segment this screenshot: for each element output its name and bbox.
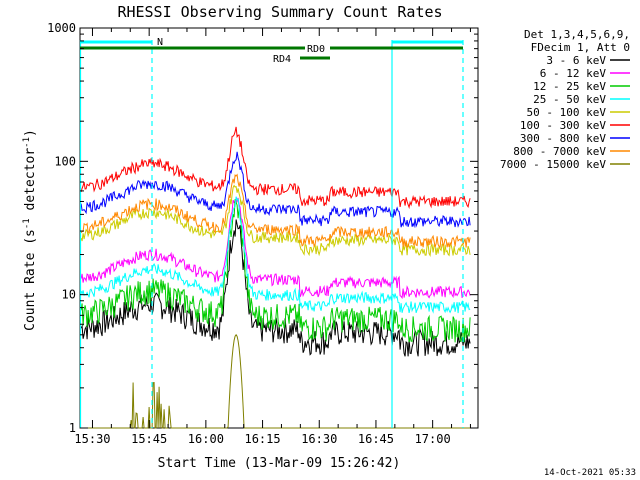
y-axis-label-mid: detector xyxy=(23,148,38,219)
y-tick-label: 100 xyxy=(54,154,76,168)
x-tick-label: 16:00 xyxy=(188,432,224,446)
legend: Det 1,3,4,5,6,9,FDecim 1, Att 03 - 6 keV… xyxy=(500,28,630,171)
legend-label: 3 - 6 keV xyxy=(546,54,606,67)
x-tick-label: 16:15 xyxy=(244,432,280,446)
rd0-label: RD0 xyxy=(307,44,325,55)
chart-title: RHESSI Observing Summary Count Rates xyxy=(117,3,442,21)
series-line-9 xyxy=(81,333,471,429)
y-tick-label: 10 xyxy=(62,288,76,302)
plot-area xyxy=(79,27,479,429)
legend-label: 12 - 25 keV xyxy=(533,80,606,93)
y-axis-label-end: ) xyxy=(23,129,38,137)
x-tick-label: 15:45 xyxy=(131,432,167,446)
x-tick-label: 17:00 xyxy=(415,432,451,446)
series-line-8 xyxy=(80,173,471,248)
series-line-7 xyxy=(80,151,471,229)
series-line-2 xyxy=(80,197,471,300)
rd4-label: RD4 xyxy=(273,54,291,65)
series-line-4 xyxy=(80,196,471,314)
axis-group: 1 10 100 1000 15:30 15:45 16:00 16:15 16:30 16:45… xyxy=(47,21,478,446)
legend-label: 100 - 300 keV xyxy=(520,119,606,132)
y-axis-label-sup2: -1 xyxy=(22,137,32,148)
legend-label: 25 - 50 keV xyxy=(533,93,606,106)
y-axis-label-main: Count Rate (s xyxy=(23,229,38,331)
x-tick-label: 15:30 xyxy=(74,432,110,446)
x-tick-label: 16:45 xyxy=(358,432,394,446)
series-line-6 xyxy=(80,126,471,210)
legend-header: FDecim 1, Att 0 xyxy=(531,41,630,54)
y-tick-label: 1000 xyxy=(47,21,76,35)
footer-timestamp: 14-Oct-2021 05:33 xyxy=(544,468,636,478)
series-line-3 xyxy=(80,198,471,343)
legend-label: 7000 - 15000 keV xyxy=(500,158,606,171)
legend-label: 50 - 100 keV xyxy=(527,106,607,119)
night-label: N xyxy=(157,37,163,48)
y-axis-label-sup1: -1 xyxy=(22,218,32,229)
y-tick-label: 1 xyxy=(69,421,76,435)
plot-frame xyxy=(79,27,479,429)
y-axis-label: Count Rate (s-1 detector-1) xyxy=(22,129,38,331)
legend-label: 300 - 800 keV xyxy=(520,132,606,145)
legend-label: 800 - 7000 keV xyxy=(513,145,606,158)
legend-label: 6 - 12 keV xyxy=(540,67,607,80)
annotation-group: N RD0 RD4 xyxy=(79,37,464,428)
x-axis-label: Start Time (13-Mar-09 15:26:42) xyxy=(158,456,401,471)
x-tick-label: 16:30 xyxy=(301,432,337,446)
series-group xyxy=(80,126,471,429)
legend-header: Det 1,3,4,5,6,9, xyxy=(524,28,630,41)
